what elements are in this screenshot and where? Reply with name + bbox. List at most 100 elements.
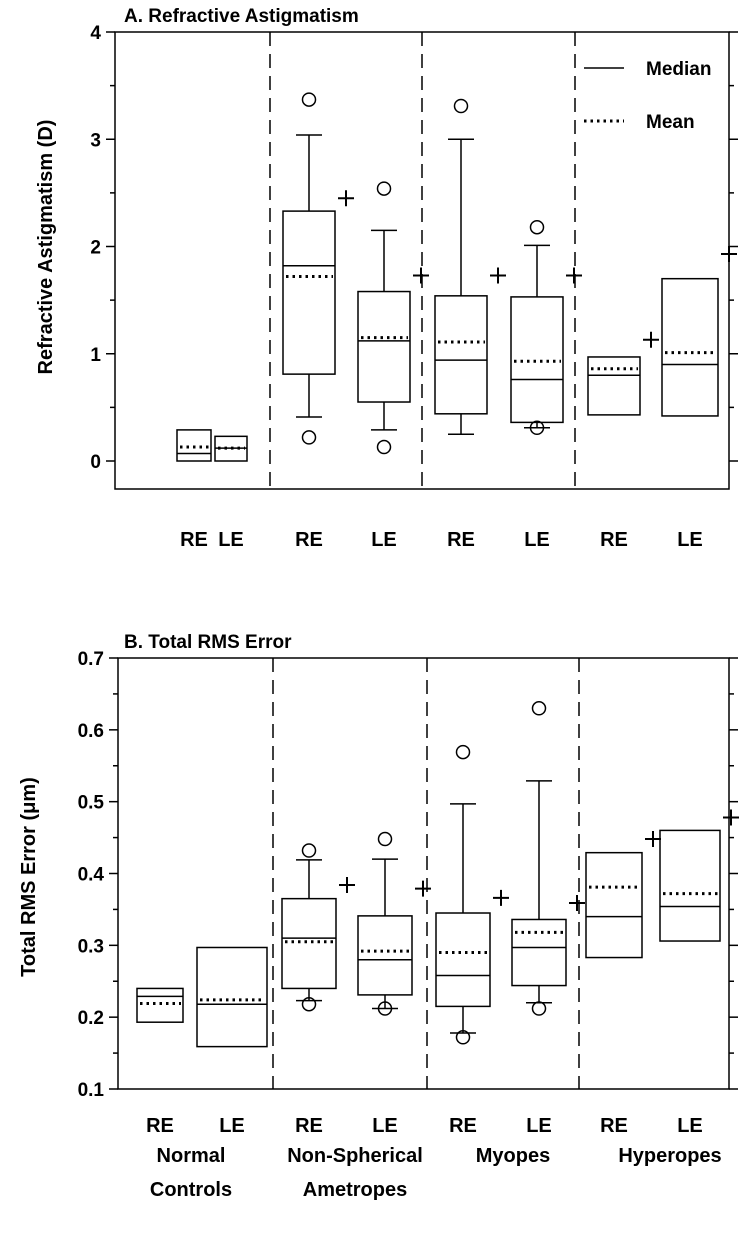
max-marker	[721, 246, 737, 263]
box-re	[585, 831, 661, 959]
category-label: LE	[372, 1115, 398, 1137]
panel-a-boxes	[176, 92, 737, 462]
y-tick-label: 0.3	[78, 936, 104, 957]
box-re	[587, 331, 659, 416]
y-tick-label: 0.5	[78, 793, 105, 814]
max-marker	[338, 190, 354, 207]
box-iqr	[282, 210, 336, 375]
box-re	[176, 429, 212, 462]
box-le	[661, 246, 737, 417]
box-le	[196, 946, 268, 1048]
category-label: RE	[295, 529, 323, 551]
outlier-point	[529, 420, 545, 436]
y-tick-label: 0.1	[78, 1080, 105, 1101]
panel-b-boxes	[136, 701, 739, 1048]
panel-b-y-ticks: 0.1 0.2 0.3 0.4 0.5 0.6 0.7	[78, 649, 738, 1101]
max-marker	[645, 831, 661, 848]
category-label: RE	[600, 1115, 628, 1137]
category-label: LE	[371, 529, 397, 551]
outlier-point	[529, 219, 545, 235]
y-tick-label: 0	[90, 452, 101, 473]
panel-b-total-rms-error: B. Total RMS Error Total RMS Error (μm) …	[18, 632, 739, 1201]
box-iqr	[511, 918, 567, 987]
max-marker	[493, 889, 509, 906]
panel-a-y-axis-label: Refractive Astigmatism (D)	[35, 120, 57, 375]
legend-median-label: Median	[646, 59, 711, 80]
category-label: RE	[295, 1115, 323, 1137]
group-label-line1: Myopes	[476, 1145, 550, 1167]
max-marker	[569, 894, 585, 911]
group-label-line1: Non-Spherical	[287, 1145, 423, 1167]
category-label: LE	[677, 529, 703, 551]
box-le	[659, 809, 739, 942]
panel-b-category-labels: RE LE RE LE RE LE RE LE	[146, 1115, 703, 1137]
outlier-point	[376, 439, 392, 455]
outlier-point	[376, 181, 392, 196]
box-iqr	[357, 915, 413, 996]
max-marker	[566, 267, 582, 284]
max-marker	[643, 331, 659, 348]
box-iqr	[661, 277, 719, 417]
max-marker	[490, 267, 506, 284]
panel-a-y-ticks: 0 1 2 3 4	[90, 23, 738, 473]
legend: Median Mean	[584, 59, 711, 133]
outlier-point	[453, 98, 469, 114]
category-label: LE	[677, 1115, 703, 1137]
group-label-line2: Controls	[150, 1179, 232, 1201]
panel-b-plot-frame	[117, 657, 730, 1090]
category-label: RE	[146, 1115, 174, 1137]
group-label-line2: Ametropes	[303, 1179, 407, 1201]
panel-b-title: B. Total RMS Error	[124, 632, 292, 653]
y-tick-label: 1	[90, 345, 101, 366]
box-iqr	[587, 356, 641, 416]
outlier-point	[301, 430, 317, 445]
outlier-point	[301, 843, 317, 858]
outlier-point	[377, 1001, 393, 1016]
panel-a-refractive-astigmatism: A. Refractive Astigmatism Refractive Ast…	[35, 6, 738, 551]
category-label: RE	[447, 529, 475, 551]
outlier-point	[455, 1030, 471, 1045]
box-iqr	[659, 829, 721, 942]
panel-a-title: A. Refractive Astigmatism	[124, 6, 359, 27]
category-label: RE	[180, 529, 208, 551]
box-re	[136, 987, 184, 1023]
category-label: LE	[218, 529, 244, 551]
box-iqr	[585, 851, 643, 959]
y-tick-label: 0.4	[78, 865, 105, 886]
box-le	[510, 219, 582, 436]
box-re	[434, 98, 506, 435]
category-label: RE	[600, 529, 628, 551]
box-re	[435, 744, 509, 1045]
group-label-line1: Hyperopes	[618, 1145, 721, 1167]
max-marker	[413, 267, 429, 284]
outlier-point	[531, 701, 547, 716]
max-marker	[723, 809, 739, 826]
outlier-point	[377, 831, 393, 847]
box-iqr	[434, 295, 488, 415]
box-iqr	[136, 987, 184, 1023]
y-tick-label: 2	[90, 238, 101, 259]
y-tick-label: 4	[90, 23, 101, 44]
box-le	[511, 701, 585, 1016]
max-marker	[415, 880, 431, 897]
group-labels: Normal Controls Non-Spherical Ametropes …	[150, 1145, 722, 1201]
y-tick-label: 0.2	[78, 1008, 104, 1029]
group-label-line1: Normal	[157, 1145, 226, 1167]
category-label: LE	[524, 529, 550, 551]
y-tick-label: 3	[90, 130, 101, 151]
box-iqr	[176, 429, 212, 462]
outlier-point	[301, 92, 317, 107]
category-label: RE	[449, 1115, 477, 1137]
outlier-point	[531, 1001, 547, 1016]
y-tick-label: 0.7	[78, 649, 104, 670]
panel-a-category-labels: RE LE RE LE RE LE RE LE	[180, 529, 703, 551]
box-le	[214, 435, 248, 462]
outlier-point	[301, 996, 317, 1012]
category-label: LE	[526, 1115, 552, 1137]
outlier-point	[455, 744, 471, 760]
y-tick-label: 0.6	[78, 721, 104, 742]
box-le	[357, 181, 429, 455]
legend-mean-label: Mean	[646, 112, 695, 133]
box-re	[281, 843, 355, 1012]
